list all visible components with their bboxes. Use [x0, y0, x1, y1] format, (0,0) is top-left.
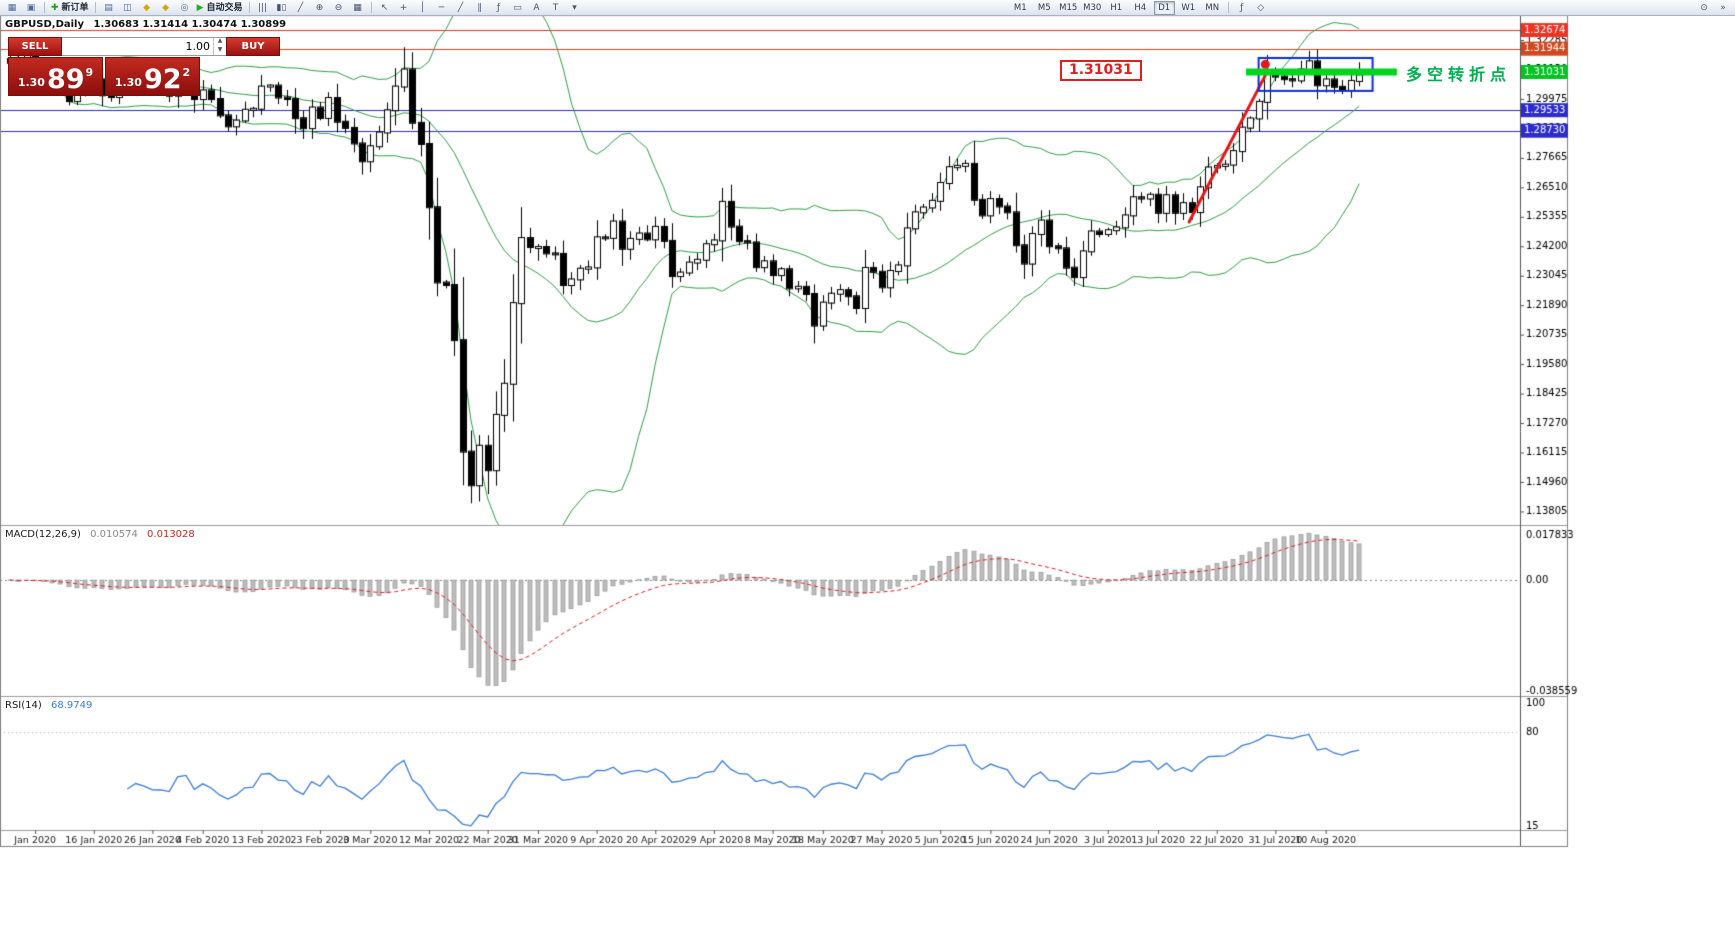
- fibonacci-icon[interactable]: ƒ: [496, 2, 501, 13]
- volume-down-icon[interactable]: ▼: [217, 45, 223, 53]
- buy-button[interactable]: BUY: [226, 37, 280, 56]
- cursor-icon[interactable]: ↖: [380, 2, 389, 13]
- buy-price-small: 1.30: [114, 76, 142, 89]
- panel-separator[interactable]: [0, 694, 1568, 698]
- toolbar-separator: [370, 2, 372, 13]
- trendline-icon[interactable]: ╱: [457, 2, 464, 13]
- data-window-icon[interactable]: ◫: [123, 2, 132, 13]
- zoom-out-icon[interactable]: ⊖: [334, 2, 343, 13]
- volume-up-icon[interactable]: ▲: [217, 37, 223, 44]
- volume-field: ▲ ▼: [62, 37, 226, 56]
- vertical-line-icon[interactable]: │: [419, 2, 426, 13]
- timeframe-button-H4[interactable]: H4: [1134, 2, 1147, 13]
- price-flag-label[interactable]: 1.31031: [1060, 60, 1142, 81]
- candles-chart-type-icon[interactable]: ▮▯: [276, 2, 287, 13]
- objects-list-icon[interactable]: ◇: [1257, 2, 1265, 13]
- horizontal-line-icon[interactable]: ─: [438, 2, 445, 13]
- sell-price-pip: 9: [85, 66, 94, 79]
- strategy-tester-icon[interactable]: ◎: [180, 2, 189, 13]
- sell-price-big: 89: [46, 64, 85, 95]
- new-order-button[interactable]: ✚ 新订单: [49, 1, 91, 14]
- zoom-in-icon[interactable]: ⊕: [315, 2, 324, 13]
- panel-separator[interactable]: [0, 828, 1568, 832]
- crosshair-icon[interactable]: +: [399, 2, 408, 13]
- rsi-name: RSI(14): [5, 700, 42, 711]
- zoom-search-icon[interactable]: ⊙: [1700, 2, 1708, 13]
- bars-chart-type-icon[interactable]: |||: [257, 2, 268, 13]
- toolbar-separator: [44, 2, 45, 13]
- collapse-toolbar-icon[interactable]: »: [1720, 2, 1726, 13]
- volume-input[interactable]: [62, 38, 213, 55]
- buy-price-pip: 2: [182, 66, 191, 79]
- channel-icon[interactable]: ∥: [477, 2, 482, 13]
- new-order-button-label: 新订单: [61, 2, 89, 13]
- timeframe-button-H1[interactable]: H1: [1110, 2, 1123, 13]
- tile-windows-icon[interactable]: ▦: [353, 2, 362, 13]
- buy-price-button[interactable]: 1.30 92 2: [105, 57, 200, 96]
- chart-profiles-icon[interactable]: ▣: [26, 2, 36, 13]
- timeframe-button-M1[interactable]: M1: [1013, 2, 1027, 13]
- new-order-icon: ✚: [51, 2, 59, 13]
- sell-price-small: 1.30: [17, 76, 45, 89]
- chart-title: GBPUSD,Daily 1.30683 1.31414 1.30474 1.3…: [5, 19, 286, 30]
- terminal-icon[interactable]: ◆: [162, 2, 170, 13]
- ohlc-values: 1.30683 1.31414 1.30474 1.30899: [93, 19, 287, 30]
- rsi-pane-label: RSI(14) 68.9749: [5, 700, 92, 711]
- one-click-trading-panel: SELL ▲ ▼ BUY 1.30 89 9 1.30 92 2: [8, 37, 280, 96]
- symbol-period-label: GBPUSD,Daily: [5, 19, 85, 30]
- indicators-icon[interactable]: ƒ: [1240, 2, 1244, 13]
- text-icon[interactable]: A: [533, 2, 540, 13]
- market-watch-icon[interactable]: ▤: [104, 2, 113, 13]
- sell-price-button[interactable]: 1.30 89 9: [8, 57, 103, 96]
- panel-separator[interactable]: [0, 523, 1568, 527]
- macd-pane-label: MACD(12,26,9) 0.010574 0.013028: [5, 529, 195, 540]
- volume-stepper: ▲ ▼: [213, 38, 226, 55]
- timeframe-button-M5[interactable]: M5: [1037, 2, 1051, 13]
- toolbar-separator: [94, 2, 96, 13]
- toolbar: ▦ ▣ ✚ 新订单 ▤ ◫ ◆ ◆ ◎ ▶ 自动交易 ||| ▮▯ ╱ ⊕ ⊖ ▦ ↖ + │ ─ ╱ ∥ ƒ ▭ A T ▾ M1 M5…: [0, 0, 1735, 16]
- shapes-icon[interactable]: ▭: [513, 2, 522, 13]
- autotrading-button-label: 自动交易: [206, 2, 243, 13]
- macd-value: 0.010574: [90, 529, 138, 540]
- macd-signal-value: 0.013028: [147, 529, 195, 540]
- autotrading-icon: ▶: [196, 2, 204, 13]
- text-label-icon[interactable]: T: [552, 2, 559, 13]
- new-chart-icon[interactable]: ▦: [7, 2, 17, 13]
- navigator-icon[interactable]: ◆: [143, 2, 151, 13]
- timeframe-button-D1[interactable]: D1: [1153, 0, 1175, 15]
- timeframe-button-M15[interactable]: M15: [1059, 2, 1078, 13]
- rsi-value: 68.9749: [50, 700, 93, 711]
- turning-point-label[interactable]: 多空转折点: [1406, 65, 1512, 84]
- sell-button[interactable]: SELL: [8, 37, 62, 56]
- timeframe-button-M30[interactable]: M30: [1083, 2, 1102, 13]
- arrows-dropdown-icon[interactable]: ▾: [572, 2, 577, 13]
- macd-name: MACD(12,26,9): [5, 529, 81, 540]
- timeframe-button-W1[interactable]: W1: [1181, 2, 1196, 13]
- toolbar-separator: [1227, 2, 1229, 13]
- buy-price-big: 92: [143, 64, 182, 95]
- toolbar-separator: [248, 2, 250, 13]
- line-chart-type-icon[interactable]: ╱: [297, 2, 304, 13]
- autotrading-button[interactable]: ▶ 自动交易: [195, 1, 245, 14]
- timeframe-button-MN[interactable]: MN: [1205, 2, 1220, 13]
